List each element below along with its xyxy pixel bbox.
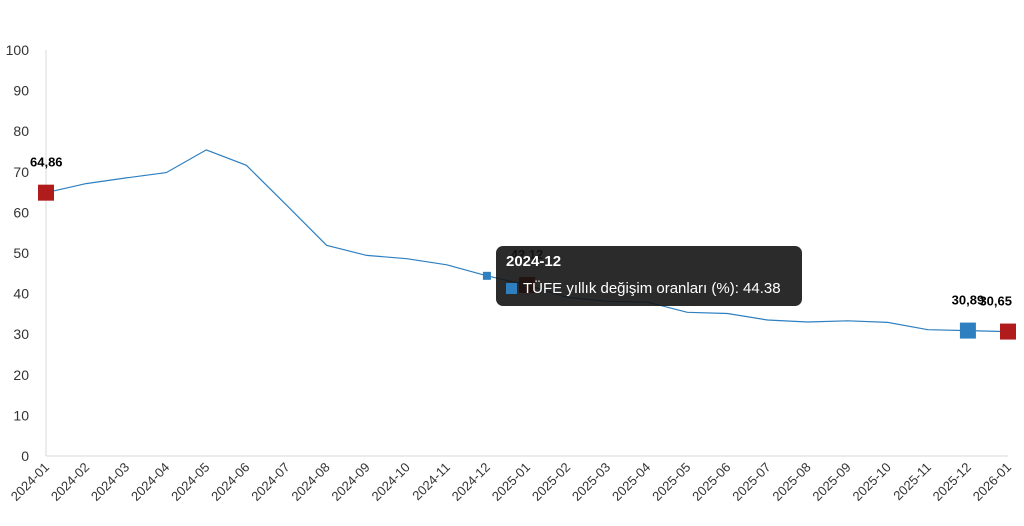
y-tick-label: 70 bbox=[13, 164, 29, 180]
x-tick-label: 2024-12 bbox=[449, 460, 493, 504]
tooltip-text: TÜFE yıllık değişim oranları (%): 44.38 bbox=[523, 280, 781, 297]
tooltip: 2024-12 TÜFE yıllık değişim oranları (%)… bbox=[496, 246, 802, 306]
x-tick-label: 2024-06 bbox=[208, 460, 252, 504]
highlight-marker bbox=[960, 323, 976, 339]
tooltip-row: TÜFE yıllık değişim oranları (%): 44.38 bbox=[506, 280, 781, 297]
y-tick-label: 40 bbox=[13, 286, 29, 302]
x-tick-label: 2026-01 bbox=[970, 460, 1014, 504]
y-tick-label: 20 bbox=[13, 367, 29, 383]
y-tick-label: 90 bbox=[13, 83, 29, 99]
y-axis-ticks: 0 10 20 30 40 50 60 70 80 90 100 bbox=[6, 42, 30, 464]
highlight-marker bbox=[1000, 324, 1016, 340]
x-tick-label: 2025-05 bbox=[649, 460, 693, 504]
x-tick-label: 2025-12 bbox=[930, 460, 974, 504]
x-tick-label: 2025-02 bbox=[529, 460, 573, 504]
x-tick-label: 2025-09 bbox=[809, 460, 853, 504]
data-label: 64,86 bbox=[30, 155, 63, 170]
y-tick-label: 80 bbox=[13, 123, 29, 139]
x-tick-label: 2024-07 bbox=[248, 460, 292, 504]
y-tick-label: 0 bbox=[21, 448, 29, 464]
x-tick-label: 2024-05 bbox=[168, 460, 212, 504]
highlight-marker bbox=[38, 185, 54, 201]
y-tick-label: 50 bbox=[13, 245, 29, 261]
y-tick-label: 100 bbox=[6, 42, 30, 58]
x-tick-label: 2024-08 bbox=[288, 460, 332, 504]
x-tick-label: 2024-09 bbox=[328, 460, 372, 504]
x-tick-label: 2024-03 bbox=[88, 460, 132, 504]
x-tick-label: 2024-11 bbox=[409, 460, 453, 504]
x-tick-label: 2025-08 bbox=[769, 460, 813, 504]
x-tick-label: 2025-01 bbox=[489, 460, 533, 504]
x-tick-label: 2025-03 bbox=[569, 460, 613, 504]
hover-point-marker bbox=[483, 272, 491, 280]
tooltip-title: 2024-12 bbox=[506, 253, 561, 270]
x-tick-label: 2025-04 bbox=[609, 460, 653, 504]
data-label: 30,65 bbox=[979, 294, 1012, 309]
x-tick-label: 2024-04 bbox=[128, 460, 172, 504]
x-tick-label: 2025-06 bbox=[689, 460, 733, 504]
x-tick-label: 2024-02 bbox=[48, 460, 92, 504]
x-tick-label: 2025-07 bbox=[729, 460, 773, 504]
x-tick-label: 2024-01 bbox=[8, 460, 52, 504]
y-tick-label: 30 bbox=[13, 326, 29, 342]
x-tick-label: 2025-10 bbox=[850, 460, 894, 504]
x-tick-label: 2025-11 bbox=[890, 460, 934, 504]
y-tick-label: 60 bbox=[13, 204, 29, 220]
x-tick-label: 2024-10 bbox=[369, 460, 413, 504]
tooltip-series-swatch bbox=[506, 283, 517, 294]
y-tick-label: 10 bbox=[13, 407, 29, 423]
x-axis-ticks: 2024-012024-022024-032024-042024-052024-… bbox=[8, 460, 1014, 504]
